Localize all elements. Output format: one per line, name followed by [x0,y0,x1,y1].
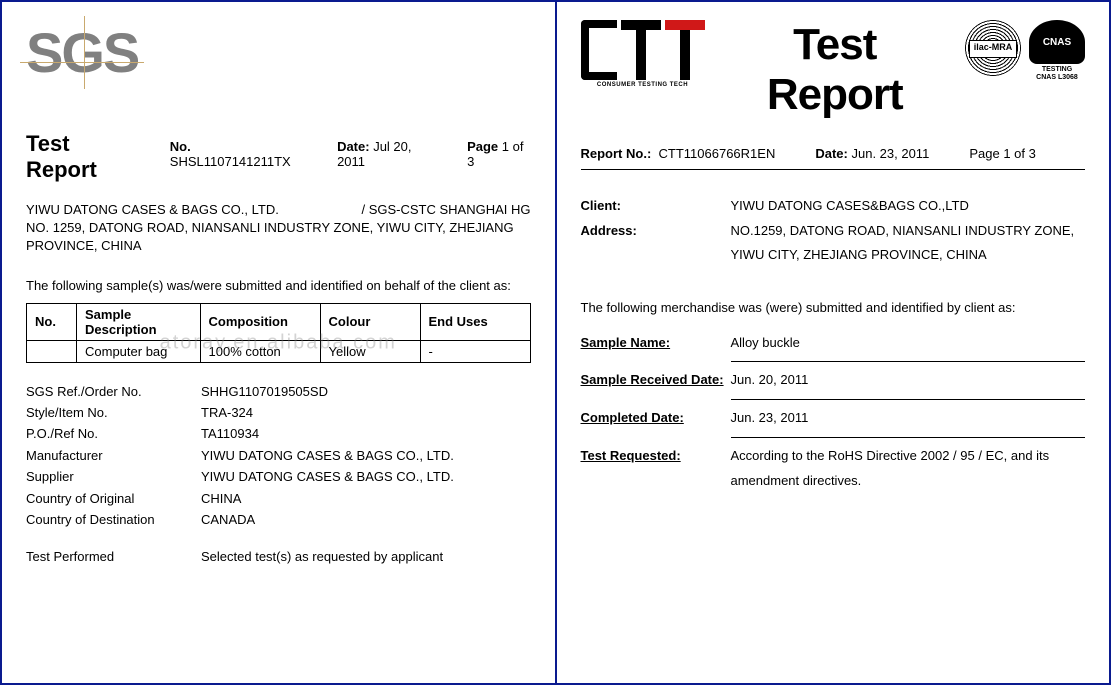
right-meta-row: Report No.: CTT11066766R1EN Date: Jun. 2… [581,146,1086,170]
right-report-no: Report No.: CTT11066766R1EN [581,146,776,161]
info-row: Country of DestinationCANADA [26,509,531,530]
info-row: P.O./Ref No.TA110934 [26,423,531,444]
table-row: Computer bag100% cottonYellow- [27,340,531,362]
info-label: Manufacturer [26,445,201,466]
table-cell: Yellow [320,340,420,362]
info-row: ManufacturerYIWU DATONG CASES & BAGS CO.… [26,445,531,466]
sample-table-header: No. [27,303,77,340]
sample-field-row: Sample Name:Alloy buckle [581,331,1086,356]
ctt-logo-t2 [665,20,705,80]
sample-table-header: Colour [320,303,420,340]
field-separator [731,361,1086,362]
report-title: Test Report [26,131,140,183]
info-value: CANADA [201,509,255,530]
table-cell: 100% cotton [200,340,320,362]
sample-field-row: Completed Date:Jun. 23, 2011 [581,406,1086,431]
sgs-logo: SGS [26,20,138,85]
info-value: SHHG1107019505SD [201,381,328,402]
field-separator [731,399,1086,400]
address-value: NO.1259, DATONG ROAD, NIANSANLI INDUSTRY… [731,219,1086,268]
info-value: TRA-324 [201,402,253,423]
info-label: P.O./Ref No. [26,423,201,444]
sample-field-row: Sample Received Date:Jun. 20, 2011 [581,368,1086,393]
field-value: According to the RoHS Directive 2002 / 9… [731,444,1086,493]
info-label: SGS Ref./Order No. [26,381,201,402]
test-performed-value: Selected test(s) as requested by applica… [201,549,443,564]
report-date: Date: Jul 20, 2011 [337,139,437,169]
sgs-report-panel: SGS Test Report No. SHSL1107141211TX Dat… [0,0,556,685]
sample-table-header: Composition [200,303,320,340]
table-cell [27,340,77,362]
ctt-report-panel: CONSUMER TESTING TECH Test Report ilac-M… [556,0,1111,685]
sample-table-header: Sample Description [77,303,201,340]
right-intro: The following merchandise was (were) sub… [581,296,1016,321]
field-value: Jun. 20, 2011 [731,368,1086,393]
field-label: Sample Received Date: [581,368,731,393]
address-label: Address: [581,219,731,268]
ctt-logo: CONSUMER TESTING TECH [581,20,705,88]
info-value: YIWU DATONG CASES & BAGS CO., LTD. [201,445,454,466]
info-row: SGS Ref./Order No.SHHG1107019505SD [26,381,531,402]
test-performed-label: Test Performed [26,549,201,564]
field-label: Sample Name: [581,331,731,356]
company-address: YIWU DATONG CASES & BAGS CO., LTD. / SGS… [26,201,531,256]
table-cell: Computer bag [77,340,201,362]
intro-text: The following sample(s) was/were submitt… [26,278,531,293]
ctt-logo-sub: CONSUMER TESTING TECH [581,82,705,88]
ctt-logo-t1 [621,20,661,80]
client-block: Client: YIWU DATONG CASES&BAGS CO.,LTD A… [581,194,1086,493]
info-grid: SGS Ref./Order No.SHHG1107019505SDStyle/… [26,381,531,531]
ctt-logo-c [581,20,617,80]
info-row: SupplierYIWU DATONG CASES & BAGS CO., LT… [26,466,531,487]
right-date: Date: Jun. 23, 2011 [815,146,929,161]
info-row: Style/Item No.TRA-324 [26,402,531,423]
info-label: Country of Original [26,488,201,509]
client-label: Client: [581,194,731,219]
field-label: Completed Date: [581,406,731,431]
info-value: CHINA [201,488,241,509]
field-label: Test Requested: [581,444,731,493]
info-value: YIWU DATONG CASES & BAGS CO., LTD. [201,466,454,487]
info-label: Country of Destination [26,509,201,530]
sample-table-header: End Uses [420,303,530,340]
table-cell: - [420,340,530,362]
ilac-badge: ilac-MRA [965,20,1021,81]
client-value: YIWU DATONG CASES&BAGS CO.,LTD [731,194,969,219]
info-row: Country of OriginalCHINA [26,488,531,509]
right-page: Page 1 of 3 [969,146,1036,161]
document-container: SGS Test Report No. SHSL1107141211TX Dat… [0,0,1111,685]
field-value: Alloy buckle [731,331,1086,356]
cert-badges: ilac-MRA CNAS TESTING CNAS L3068 [965,20,1085,81]
info-label: Style/Item No. [26,402,201,423]
report-title-right: Test Report [725,20,946,120]
report-no: No. SHSL1107141211TX [170,139,307,169]
sample-table: No.Sample DescriptionCompositionColourEn… [26,303,531,363]
lab-ref: / SGS-CSTC SHANGHAI HG [361,201,530,219]
cnas-badge: CNAS TESTING CNAS L3068 [1029,20,1085,81]
field-value: Jun. 23, 2011 [731,406,1086,431]
right-header: CONSUMER TESTING TECH Test Report ilac-M… [581,20,1086,120]
info-label: Supplier [26,466,201,487]
report-page: Page 1 of 3 [467,139,530,169]
sample-field-row: Test Requested:According to the RoHS Dir… [581,444,1086,493]
info-value: TA110934 [201,423,259,444]
test-performed-row: Test Performed Selected test(s) as reque… [26,549,531,564]
field-separator [731,437,1086,438]
company-address-line: NO. 1259, DATONG ROAD, NIANSANLI INDUSTR… [26,219,531,255]
company-name: YIWU DATONG CASES & BAGS CO., LTD. [26,201,279,219]
report-header-row: Test Report No. SHSL1107141211TX Date: J… [26,131,531,183]
